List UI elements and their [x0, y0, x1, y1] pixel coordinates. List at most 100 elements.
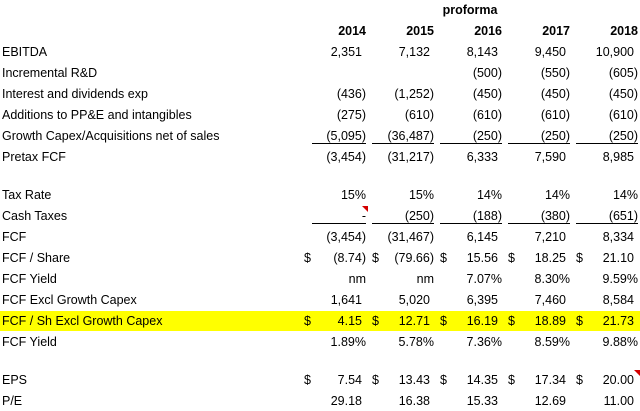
value-cell[interactable]: 15%	[368, 185, 436, 205]
value-cell[interactable]: 8,584	[572, 290, 640, 310]
value-cell[interactable]: 7,132	[368, 42, 436, 62]
year-header-cell[interactable]: 2017	[504, 21, 572, 41]
value-cell[interactable]: (450)	[504, 84, 572, 104]
value-cell[interactable]: (610)	[436, 105, 504, 125]
comment-indicator-icon[interactable]	[362, 206, 368, 212]
row-label[interactable]: Growth Capex/Acquisitions net of sales	[2, 129, 220, 143]
year-header-cell[interactable]: 2018	[572, 21, 640, 41]
value-cell[interactable]: $21.73	[572, 311, 640, 331]
value-cell[interactable]: (610)	[572, 105, 640, 125]
value-cell[interactable]: $17.34	[504, 370, 572, 390]
year-header-cell[interactable]: 2014	[298, 21, 368, 41]
value-cell[interactable]: 6,395	[436, 290, 504, 310]
row-label[interactable]: FCF Excl Growth Capex	[2, 293, 137, 307]
value-cell[interactable]: $4.15	[298, 311, 368, 331]
value-cell[interactable]: $7.54	[298, 370, 368, 390]
value-cell[interactable]: (651)	[572, 206, 640, 226]
value-cell[interactable]: (36,487)	[368, 126, 436, 146]
value-cell[interactable]: (450)	[572, 84, 640, 104]
value-cell[interactable]: 9.88%	[572, 332, 640, 352]
value-cell[interactable]: $15.56	[436, 248, 504, 268]
value-cell[interactable]: $21.10	[572, 248, 640, 268]
value-cell[interactable]: -	[298, 206, 368, 226]
value-cell[interactable]: 16.38	[368, 391, 436, 411]
value-cell[interactable]	[368, 63, 436, 83]
row-label[interactable]: FCF	[2, 230, 27, 244]
value-cell[interactable]: $12.71	[368, 311, 436, 331]
value-cell[interactable]: 14%	[572, 185, 640, 205]
value-cell[interactable]: $14.35	[436, 370, 504, 390]
value-cell[interactable]: (250)	[504, 126, 572, 146]
value-cell[interactable]: 1.89%	[298, 332, 368, 352]
value-cell[interactable]: 11.00	[572, 391, 640, 411]
value-cell[interactable]: 5.78%	[368, 332, 436, 352]
value-cell[interactable]: (1,252)	[368, 84, 436, 104]
value-cell[interactable]: nm	[298, 269, 368, 289]
value-cell[interactable]: 7.36%	[436, 332, 504, 352]
value-cell[interactable]: (275)	[298, 105, 368, 125]
row-label[interactable]: Cash Taxes	[2, 209, 68, 223]
row-label[interactable]: Incremental R&D	[2, 66, 98, 80]
value-cell[interactable]: 8,985	[572, 147, 640, 167]
value-cell[interactable]: 8,334	[572, 227, 640, 247]
row-label[interactable]: FCF / Sh Excl Growth Capex	[2, 314, 163, 328]
row-label[interactable]: FCF Yield	[2, 335, 57, 349]
value-cell[interactable]: (550)	[504, 63, 572, 83]
value-cell[interactable]: (610)	[368, 105, 436, 125]
comment-indicator-icon[interactable]	[634, 370, 640, 376]
value-cell[interactable]: (450)	[436, 84, 504, 104]
value-cell[interactable]: (188)	[436, 206, 504, 226]
value-cell[interactable]: $18.25	[504, 248, 572, 268]
value-cell[interactable]: 14%	[436, 185, 504, 205]
value-cell[interactable]: (250)	[436, 126, 504, 146]
value-cell[interactable]: 6,145	[436, 227, 504, 247]
row-label[interactable]: P/E	[2, 394, 23, 408]
value-cell[interactable]: (500)	[436, 63, 504, 83]
value-cell[interactable]: 6,333	[436, 147, 504, 167]
value-cell[interactable]: 9.59%	[572, 269, 640, 289]
value-cell[interactable]: 14%	[504, 185, 572, 205]
value-cell[interactable]: 8.30%	[504, 269, 572, 289]
row-label[interactable]: Additions to PP&E and intangibles	[2, 108, 192, 122]
value-cell[interactable]: (380)	[504, 206, 572, 226]
row-label[interactable]: FCF / Share	[2, 251, 71, 265]
value-cell[interactable]: nm	[368, 269, 436, 289]
row-label[interactable]: EPS	[2, 373, 28, 387]
value-cell[interactable]: (3,454)	[298, 147, 368, 167]
value-cell[interactable]: 7,590	[504, 147, 572, 167]
value-cell[interactable]: 1,641	[298, 290, 368, 310]
value-cell[interactable]: 2,351	[298, 42, 368, 62]
value-cell[interactable]: (5,095)	[298, 126, 368, 146]
value-cell[interactable]: 8.59%	[504, 332, 572, 352]
value-cell[interactable]: (436)	[298, 84, 368, 104]
row-label[interactable]: Tax Rate	[2, 188, 52, 202]
value-cell[interactable]: 7.07%	[436, 269, 504, 289]
value-cell[interactable]: 7,460	[504, 290, 572, 310]
value-cell[interactable]: (31,467)	[368, 227, 436, 247]
value-cell[interactable]: $18.89	[504, 311, 572, 331]
value-cell[interactable]: 15.33	[436, 391, 504, 411]
value-cell[interactable]: 8,143	[436, 42, 504, 62]
value-cell[interactable]: 9,450	[504, 42, 572, 62]
row-label[interactable]: Interest and dividends exp	[2, 87, 148, 101]
value-cell[interactable]: (31,217)	[368, 147, 436, 167]
value-cell[interactable]: (250)	[572, 126, 640, 146]
value-cell[interactable]: 29.18	[298, 391, 368, 411]
value-cell[interactable]: (3,454)	[298, 227, 368, 247]
year-header-cell[interactable]: 2016	[436, 21, 504, 41]
value-cell[interactable]: $ (79.66)	[368, 248, 436, 268]
value-cell[interactable]: 15%	[298, 185, 368, 205]
value-cell[interactable]: $ (8.74)	[298, 248, 368, 268]
value-cell[interactable]: 10,900	[572, 42, 640, 62]
value-cell[interactable]: $16.19	[436, 311, 504, 331]
value-cell[interactable]: (610)	[504, 105, 572, 125]
row-label[interactable]: EBITDA	[2, 45, 48, 59]
row-label[interactable]: Pretax FCF	[2, 150, 66, 164]
value-cell[interactable]: 7,210	[504, 227, 572, 247]
value-cell[interactable]: (605)	[572, 63, 640, 83]
value-cell[interactable]: 12.69	[504, 391, 572, 411]
value-cell[interactable]: $13.43	[368, 370, 436, 390]
value-cell[interactable]: (250)	[368, 206, 436, 226]
row-label[interactable]: FCF Yield	[2, 272, 57, 286]
value-cell[interactable]: $20.00	[572, 370, 640, 390]
